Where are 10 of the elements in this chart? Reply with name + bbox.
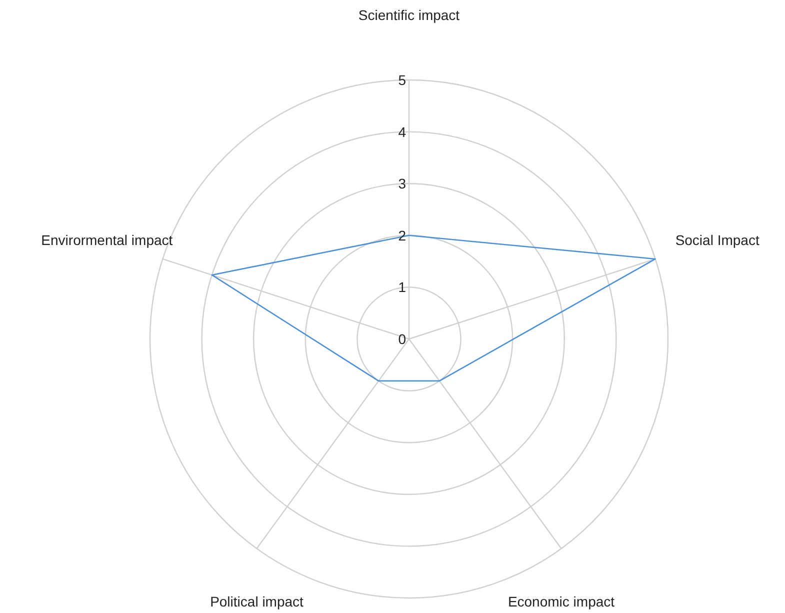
y-tick-label: 4 [398,124,406,140]
y-tick-label: 1 [398,279,406,296]
y-tick-label: 0 [398,331,406,347]
spoke-label: Economic impact [508,594,615,610]
y-tick-label: 5 [398,72,406,88]
spoke-label: Social Impact [675,232,760,248]
spoke-label: Envirormental impact [41,232,173,248]
spoke-label: Scientific impact [358,7,460,23]
y-tick-label: 3 [398,176,406,192]
spoke-label: Political impact [210,594,304,610]
